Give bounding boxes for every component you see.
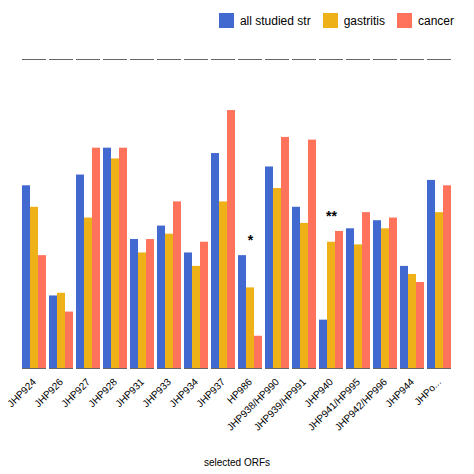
svg-text:JHP941/HP995: JHP941/HP995 (305, 376, 363, 433)
svg-text:JHP926: JHP926 (32, 376, 65, 409)
svg-text:JHP939/HP991: JHP939/HP991 (252, 376, 309, 433)
svg-text:**: ** (326, 208, 337, 224)
svg-text:JHP931: JHP931 (113, 376, 146, 409)
svg-text:selected ORFs: selected ORFs (204, 457, 270, 468)
svg-text:JHP928: JHP928 (86, 376, 119, 409)
svg-text:JHP933: JHP933 (140, 376, 173, 409)
svg-text:JHPo...: JHPo... (412, 376, 443, 407)
svg-text:JHP940: JHP940 (302, 376, 336, 410)
svg-text:JHP934: JHP934 (167, 376, 200, 409)
html-text:all studied str: all studied str (239, 13, 311, 28)
svg-text:JHP937: JHP937 (194, 376, 227, 409)
svg-text:JHP927: JHP927 (59, 376, 92, 409)
svg-text:JHP924: JHP924 (5, 376, 38, 409)
svg-text:JHP942/HP996: JHP942/HP996 (333, 376, 390, 433)
html-text:gastritis: gastritis (343, 13, 385, 28)
svg-text:JHP944: JHP944 (383, 376, 416, 409)
svg-text:JHP938/HP990: JHP938/HP990 (224, 376, 282, 433)
svg-text:*: * (248, 232, 254, 248)
svg-text:HP986: HP986 (224, 376, 255, 406)
html-text:cancer: cancer (418, 13, 454, 28)
